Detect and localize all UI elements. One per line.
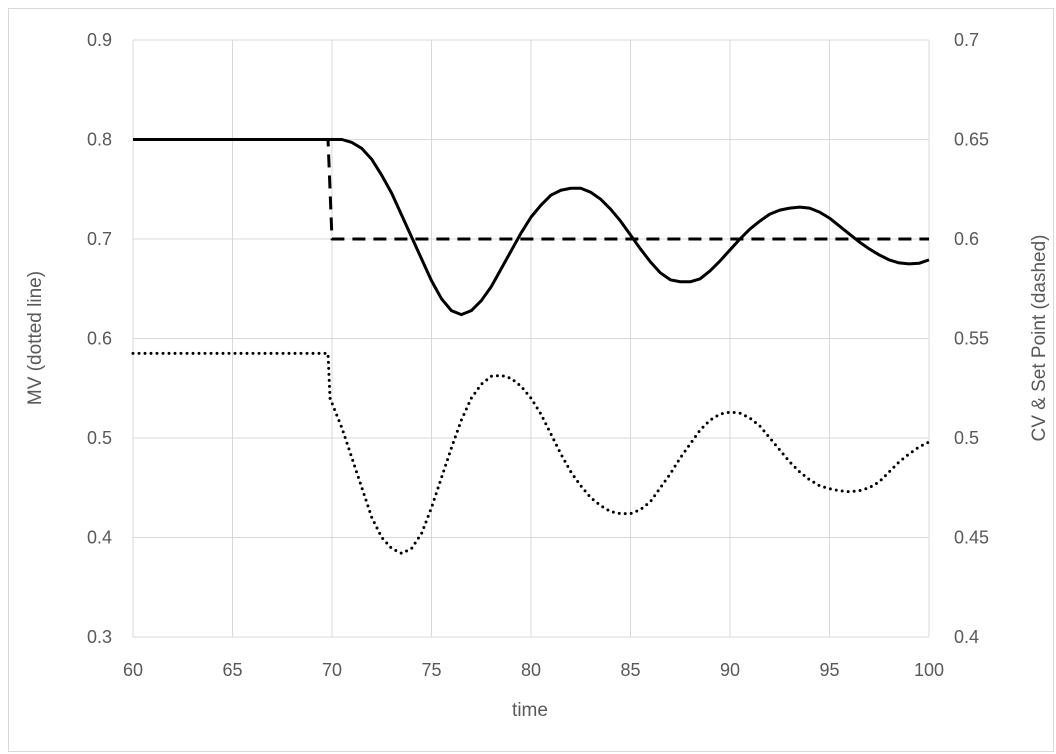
y-right-tick-label: 0.65 <box>954 130 989 150</box>
y-left-tick-label: 0.9 <box>87 30 112 50</box>
x-tick-label: 85 <box>620 660 640 680</box>
y-right-tick-label: 0.55 <box>954 329 989 349</box>
y-left-tick-label: 0.6 <box>87 329 112 349</box>
series-lines <box>131 138 931 555</box>
y-left-tick-label: 0.5 <box>87 428 112 448</box>
x-tick-label: 70 <box>322 660 342 680</box>
y-right-tick-label: 0.6 <box>954 229 979 249</box>
y-right-tick-label: 0.7 <box>954 30 979 50</box>
x-tick-label: 80 <box>521 660 541 680</box>
y-right-axis-title: CV & Set Point (dashed) <box>1029 235 1050 442</box>
gridlines <box>132 39 930 638</box>
setpoint-dashed-line <box>133 138 929 241</box>
x-tick-labels: 60 65 70 75 80 85 90 95 100 <box>123 660 944 680</box>
y-left-tick-label: 0.8 <box>87 130 112 150</box>
y-right-tick-label: 0.4 <box>954 627 979 647</box>
y-right-tick-labels: 0.4 0.45 0.5 0.55 0.6 0.65 0.7 <box>954 30 989 647</box>
cv-solid-line <box>133 138 930 317</box>
mv-dotted-line <box>131 351 931 555</box>
y-left-tick-label: 0.7 <box>87 229 112 249</box>
y-left-tick-labels: 0.3 0.4 0.5 0.6 0.7 0.8 0.9 <box>87 30 112 647</box>
x-tick-label: 65 <box>222 660 242 680</box>
x-tick-label: 90 <box>720 660 740 680</box>
x-tick-label: 75 <box>421 660 441 680</box>
x-axis-title: time <box>512 700 548 721</box>
x-tick-label: 95 <box>819 660 839 680</box>
x-tick-label: 60 <box>123 660 143 680</box>
y-right-tick-label: 0.5 <box>954 428 979 448</box>
y-left-tick-label: 0.3 <box>87 627 112 647</box>
x-tick-label: 100 <box>914 660 944 680</box>
y-right-tick-label: 0.45 <box>954 528 989 548</box>
y-left-axis-title: MV (dotted line) <box>25 271 46 405</box>
y-left-tick-label: 0.4 <box>87 528 112 548</box>
